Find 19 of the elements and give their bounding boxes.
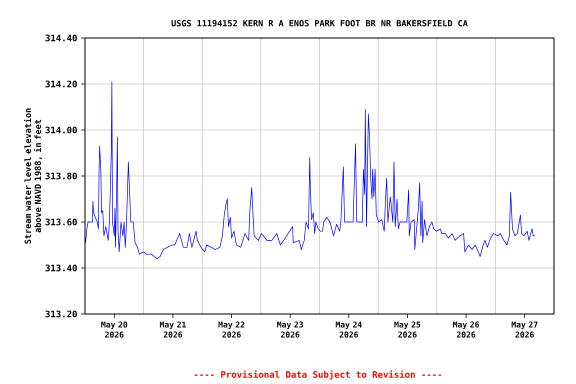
x-tick-label: May 22 2026 <box>218 322 244 338</box>
x-tick-label: May 26 2026 <box>453 322 479 338</box>
y-tick-label: 313.40 <box>46 264 77 272</box>
x-tick-label: May 27 2026 <box>512 322 538 338</box>
x-tick-label: May 20 2026 <box>101 322 128 338</box>
x-tick-label: May 24 2026 <box>336 322 362 338</box>
y-axis-title: Stream water level elevation above NAVD 1988, in feet <box>24 108 42 244</box>
y-tick-label: 314.40 <box>46 34 77 42</box>
x-tick-label: May 21 2026 <box>160 322 186 338</box>
y-tick-label: 314.00 <box>46 126 77 134</box>
y-tick-label: 313.80 <box>46 172 77 180</box>
y-tick-label: 313.20 <box>46 310 77 318</box>
x-tick-label: May 25 2026 <box>394 322 420 338</box>
x-tick-label: May 23 2026 <box>277 322 304 338</box>
text: ---- Provisional Data Subject to Revision ---- <box>194 370 442 380</box>
y-tick-label: 314.20 <box>46 80 77 88</box>
chart-title: USGS 11194152 KERN R A ENOS PARK FOOT BR NR BAKERSFIELD CA <box>172 20 468 26</box>
line-series <box>85 81 536 260</box>
y-tick-label: 313.60 <box>46 218 77 226</box>
